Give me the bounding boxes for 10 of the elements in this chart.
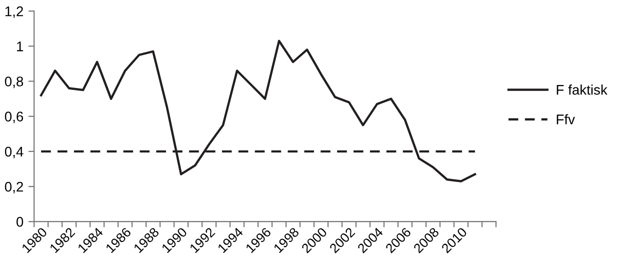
y-tick-label: 1 <box>17 42 24 52</box>
legend-label: F faktisk <box>556 84 608 95</box>
y-tick-label: 0,2 <box>4 182 23 194</box>
legend-label: Ffv <box>556 114 575 124</box>
y-tick-label: 0,6 <box>4 112 24 124</box>
y-tick-label: 0,4 <box>4 146 24 158</box>
y-tick-label: 1,2 <box>5 6 23 18</box>
y-tick-label: 0 <box>16 216 24 227</box>
line-series <box>40 40 476 182</box>
y-tick-label: 0,8 <box>4 76 24 88</box>
